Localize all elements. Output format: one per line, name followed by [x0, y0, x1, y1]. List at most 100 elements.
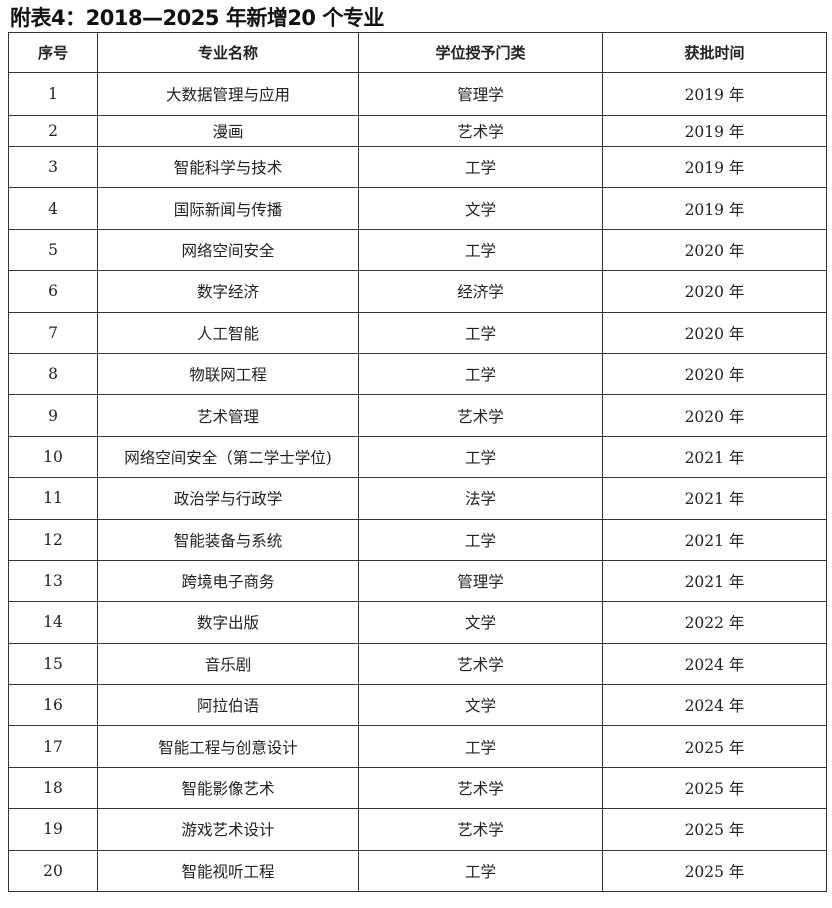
table-row: 10 网络空间安全（第二学士学位) 工学 2021 年	[8, 435, 827, 479]
cell-approval-time: 2020 年	[602, 352, 827, 396]
cell-degree-category: 艺术学	[358, 394, 603, 437]
cell-major-name: 漫画	[97, 115, 359, 147]
cell-approval-time: 2020 年	[602, 311, 827, 354]
cell-approval-time: 2020 年	[602, 394, 827, 437]
table-row: 2 漫画 艺术学 2019 年	[8, 115, 827, 147]
cell-degree-category: 工学	[358, 228, 603, 272]
cell-index: 12	[8, 518, 98, 561]
cell-index: 10	[8, 435, 98, 479]
table-row: 17 智能工程与创意设计 工学 2025 年	[8, 725, 827, 768]
cell-index: 5	[8, 228, 98, 272]
cell-major-name: 音乐剧	[97, 642, 359, 686]
table-row: 7 人工智能 工学 2020 年	[8, 311, 827, 354]
cell-major-name: 智能视听工程	[97, 849, 359, 893]
cell-degree-category: 管理学	[358, 559, 603, 603]
cell-index: 14	[8, 601, 98, 644]
cell-approval-time: 2021 年	[602, 559, 827, 603]
cell-index: 4	[8, 187, 98, 230]
cell-index: 11	[8, 477, 98, 520]
cell-degree-category: 文学	[358, 187, 603, 230]
cell-degree-category: 工学	[358, 311, 603, 354]
cell-degree-category: 文学	[358, 684, 603, 727]
table-row: 14 数字出版 文学 2022 年	[8, 601, 827, 644]
cell-approval-time: 2024 年	[602, 684, 827, 727]
table-row: 1 大数据管理与应用 管理学 2019 年	[8, 72, 827, 116]
cell-index: 19	[8, 808, 98, 851]
cell-major-name: 大数据管理与应用	[97, 72, 359, 116]
cell-approval-time: 2025 年	[602, 808, 827, 851]
cell-approval-time: 2019 年	[602, 187, 827, 230]
cell-approval-time: 2019 年	[602, 115, 827, 147]
cell-degree-category: 工学	[358, 725, 603, 768]
cell-major-name: 跨境电子商务	[97, 559, 359, 603]
cell-major-name: 政治学与行政学	[97, 477, 359, 520]
cell-approval-time: 2019 年	[602, 72, 827, 116]
cell-approval-time: 2024 年	[602, 642, 827, 686]
cell-degree-category: 工学	[358, 849, 603, 893]
cell-approval-time: 2025 年	[602, 725, 827, 768]
cell-major-name: 艺术管理	[97, 394, 359, 437]
cell-major-name: 网络空间安全（第二学士学位)	[97, 435, 359, 479]
cell-major-name: 数字经济	[97, 270, 359, 313]
table-row: 12 智能装备与系统 工学 2021 年	[8, 518, 827, 561]
cell-degree-category: 工学	[358, 352, 603, 396]
cell-major-name: 人工智能	[97, 311, 359, 354]
cell-major-name: 智能工程与创意设计	[97, 725, 359, 768]
cell-index: 7	[8, 311, 98, 354]
cell-major-name: 阿拉伯语	[97, 684, 359, 727]
cell-major-name: 游戏艺术设计	[97, 808, 359, 851]
cell-index: 9	[8, 394, 98, 437]
cell-index: 6	[8, 270, 98, 313]
header-row: 序号 专业名称 学位授予门类 获批时间	[8, 32, 827, 73]
cell-index: 3	[8, 145, 98, 189]
cell-major-name: 国际新闻与传播	[97, 187, 359, 230]
cell-approval-time: 2021 年	[602, 518, 827, 561]
header-approval-time: 获批时间	[602, 32, 827, 73]
cell-degree-category: 艺术学	[358, 115, 603, 147]
cell-degree-category: 文学	[358, 601, 603, 644]
table-row: 20 智能视听工程 工学 2025 年	[8, 849, 827, 893]
cell-degree-category: 艺术学	[358, 766, 603, 810]
cell-degree-category: 工学	[358, 145, 603, 189]
cell-major-name: 物联网工程	[97, 352, 359, 396]
cell-approval-time: 2021 年	[602, 435, 827, 479]
cell-index: 8	[8, 352, 98, 396]
cell-approval-time: 2025 年	[602, 766, 827, 810]
table-row: 4 国际新闻与传播 文学 2019 年	[8, 187, 827, 230]
cell-degree-category: 法学	[358, 477, 603, 520]
cell-degree-category: 工学	[358, 435, 603, 479]
cell-degree-category: 经济学	[358, 270, 603, 313]
table-row: 8 物联网工程 工学 2020 年	[8, 352, 827, 396]
table-row: 6 数字经济 经济学 2020 年	[8, 270, 827, 313]
cell-major-name: 网络空间安全	[97, 228, 359, 272]
cell-approval-time: 2021 年	[602, 477, 827, 520]
cell-index: 16	[8, 684, 98, 727]
cell-approval-time: 2025 年	[602, 849, 827, 893]
cell-major-name: 智能装备与系统	[97, 518, 359, 561]
cell-index: 1	[8, 72, 98, 116]
cell-major-name: 数字出版	[97, 601, 359, 644]
table-row: 19 游戏艺术设计 艺术学 2025 年	[8, 808, 827, 851]
table-title: 附表4：2018—2025 年新增20 个专业	[10, 6, 384, 30]
cell-index: 13	[8, 559, 98, 603]
cell-degree-category: 工学	[358, 518, 603, 561]
table-row: 3 智能科学与技术 工学 2019 年	[8, 145, 827, 189]
table-row: 13 跨境电子商务 管理学 2021 年	[8, 559, 827, 603]
table-row: 18 智能影像艺术 艺术学 2025 年	[8, 766, 827, 810]
cell-degree-category: 管理学	[358, 72, 603, 116]
table-row: 9 艺术管理 艺术学 2020 年	[8, 394, 827, 437]
header-degree-category: 学位授予门类	[358, 32, 603, 73]
header-major-name: 专业名称	[97, 32, 359, 73]
cell-approval-time: 2020 年	[602, 228, 827, 272]
cell-approval-time: 2019 年	[602, 145, 827, 189]
cell-index: 18	[8, 766, 98, 810]
cell-index: 17	[8, 725, 98, 768]
cell-degree-category: 艺术学	[358, 642, 603, 686]
table-row: 5 网络空间安全 工学 2020 年	[8, 228, 827, 272]
table-row: 15 音乐剧 艺术学 2024 年	[8, 642, 827, 686]
cell-index: 20	[8, 849, 98, 893]
cell-approval-time: 2022 年	[602, 601, 827, 644]
cell-major-name: 智能影像艺术	[97, 766, 359, 810]
cell-index: 15	[8, 642, 98, 686]
